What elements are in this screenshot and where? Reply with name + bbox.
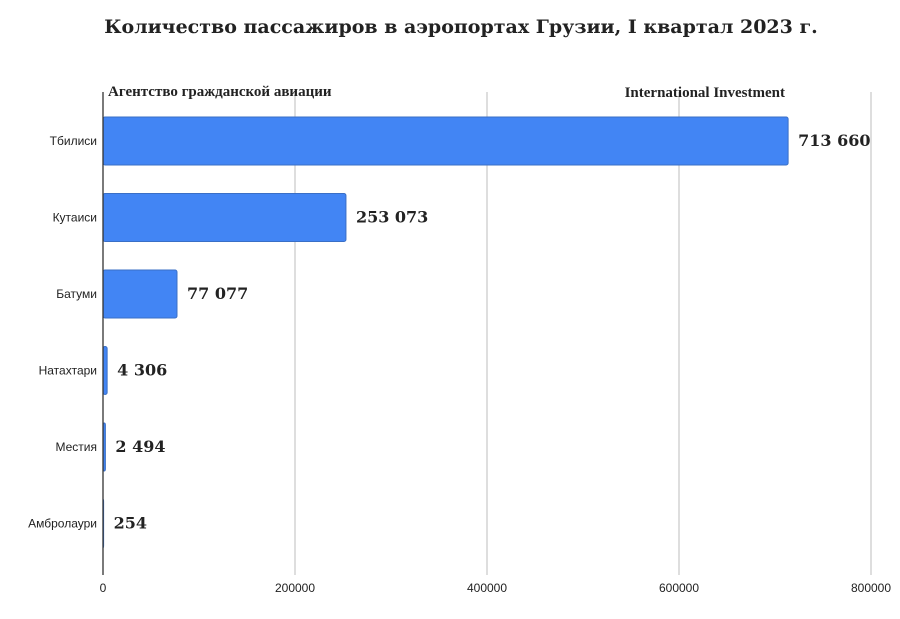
labels: 0 200000 400000 600000 800000 Тбилиси 713 660 К… — [28, 131, 891, 595]
x-tick-label: 400000 — [467, 581, 507, 595]
x-tick-label: 200000 — [275, 581, 315, 595]
category-label: Кутаиси — [53, 211, 97, 225]
value-label: 713 660 — [798, 131, 870, 150]
category-label: Натахтари — [39, 364, 97, 378]
category-label: Амбролаури — [28, 517, 97, 531]
category-label: Тбилиси — [50, 134, 97, 148]
value-label: 254 — [114, 514, 147, 533]
source-right-note: International Investment — [625, 85, 785, 101]
x-tick-label: 800000 — [851, 581, 891, 595]
x-tick-label: 0 — [100, 581, 107, 595]
bar — [102, 116, 789, 166]
bars — [102, 116, 789, 548]
bar — [102, 269, 178, 319]
gridlines — [294, 92, 872, 575]
value-label: 253 073 — [356, 208, 428, 227]
value-label: 77 077 — [187, 284, 248, 303]
category-label: Батуми — [56, 287, 97, 301]
value-label: 4 306 — [117, 361, 167, 380]
bar — [102, 193, 347, 242]
value-label: 2 494 — [115, 437, 165, 456]
category-label: Местия — [55, 440, 97, 454]
chart-title: Количество пассажиров в аэропортах Грузи… — [104, 16, 818, 38]
source-left-note: Агентство гражданской авиации — [108, 84, 332, 100]
x-tick-label: 600000 — [659, 581, 699, 595]
